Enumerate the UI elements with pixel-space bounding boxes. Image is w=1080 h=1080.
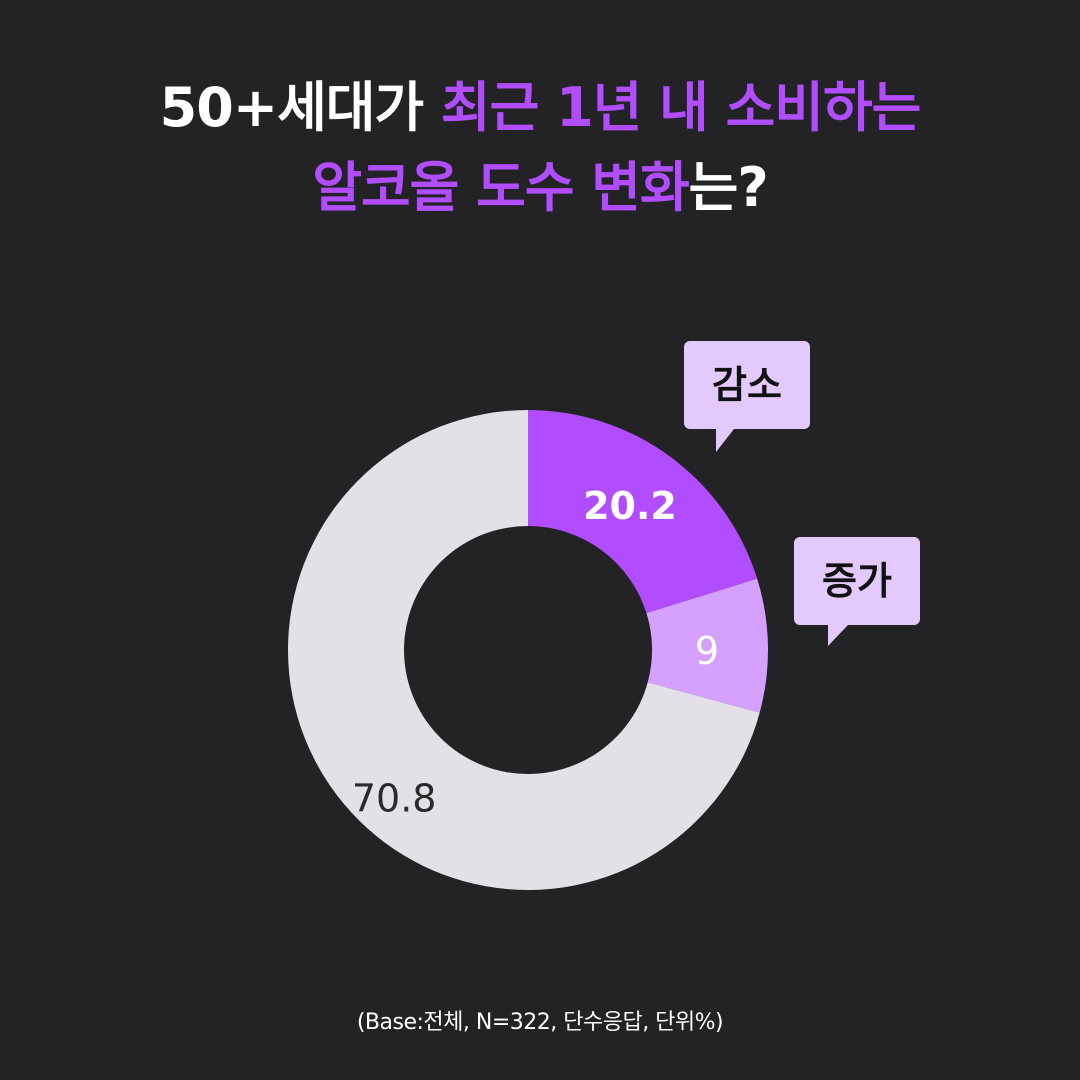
title-line1-highlight: 최근 1년 내 소비하는 [440,76,921,139]
callout-tail-1 [716,429,734,452]
title-line1-white: 50+세대가 [159,76,441,139]
callout-label-2: 증가 [822,559,892,603]
slice-value-label-3: 70.8 [352,777,437,821]
slice-value-label-1: 20.2 [583,484,677,528]
slice-value-label-2: 9 [695,629,719,673]
callout-label-1: 감소 [712,363,782,407]
title-line-2: 알코올 도수 변화는? [0,148,1080,228]
slice-1 [528,410,758,614]
donut-value-labels: 20.2 9 70.8 [352,484,719,821]
chart-title: 50+세대가 최근 1년 내 소비하는 알코올 도수 변화는? [0,68,1080,228]
title-line2-highlight: 알코올 도수 변화 [312,156,689,219]
callout-tail-2 [828,625,848,646]
callout-bubble-2 [794,537,920,625]
footnote: (Base:전체, N=322, 단수응답, 단위%) [356,1010,724,1035]
callout-1: 감소 [684,341,810,452]
callout-2: 증가 [794,537,920,646]
callout-bubble-1 [684,341,810,429]
donut-slices [288,410,768,890]
title-line-1: 50+세대가 최근 1년 내 소비하는 [0,68,1080,148]
slice-2 [646,578,768,713]
slice-3 [288,410,760,890]
title-line2-white: 는? [688,156,769,219]
